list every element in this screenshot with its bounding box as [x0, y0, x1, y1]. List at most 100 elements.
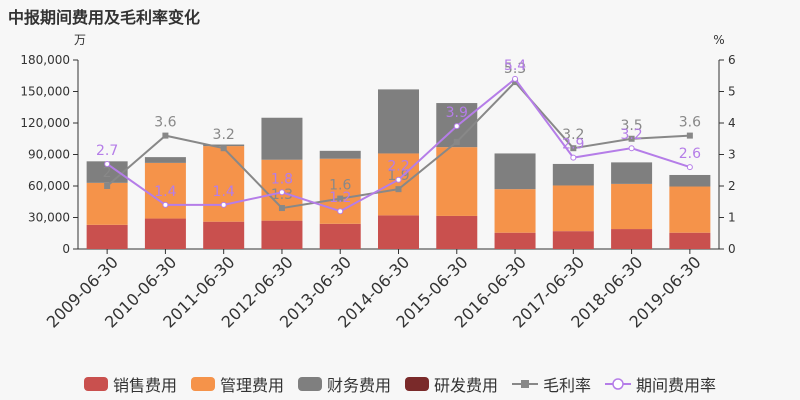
line-point-0-7	[512, 79, 519, 86]
left-tick-label: 120,000	[20, 116, 70, 130]
bar-1-10	[669, 186, 711, 233]
legend-swatch-sales	[83, 377, 108, 391]
bar-2-1	[144, 157, 186, 163]
legend-swatch-rd	[405, 377, 429, 391]
line-label-0-8: 3.2	[562, 127, 584, 143]
legend-label-expense-rate: 期间费用率	[636, 376, 717, 395]
right-tick-label: 4	[728, 116, 736, 130]
bar-0-7	[494, 232, 536, 249]
bar-2-7	[494, 153, 536, 190]
left-axis-unit: 万	[74, 33, 86, 47]
line-point-0-6	[453, 138, 460, 145]
line-point-1-9	[628, 145, 635, 152]
bar-1-8	[552, 185, 594, 232]
bar-1-6	[436, 147, 478, 216]
left-tick-label: 60,000	[28, 179, 70, 193]
line-label-1-9: 3.2	[620, 127, 642, 143]
line-point-0-2	[220, 145, 227, 152]
line-label-1-4: 1.2	[329, 190, 351, 206]
bar-0-4	[319, 223, 361, 249]
line-label-1-6: 3.9	[446, 105, 468, 121]
bar-0-8	[552, 231, 594, 249]
line-point-1-4	[337, 208, 344, 215]
legend-swatch-gross-margin	[512, 380, 539, 388]
left-tick-label: 30,000	[28, 211, 70, 225]
line-point-1-6	[453, 123, 460, 130]
bar-1-2	[203, 146, 245, 222]
combo-chart: 万 % 0 30,000 60,000 90,000 120,000 150,000 180,0…	[20, 33, 736, 332]
left-tick-label: 90,000	[28, 148, 70, 162]
right-tick-label: 6	[728, 53, 736, 67]
bar-0-9	[611, 229, 653, 249]
legend-label-admin: 管理费用	[219, 376, 284, 395]
line-point-1-7	[512, 75, 519, 82]
line-label-1-2: 1.4	[213, 184, 235, 200]
line-label-0-10: 3.6	[679, 115, 701, 131]
right-tick-label: 0	[728, 242, 736, 256]
line-label-0-7: 5.3	[504, 61, 526, 77]
left-tick-label: 180,000	[20, 53, 70, 67]
legend-swatch-admin	[190, 377, 215, 391]
line-label-0-9: 3.5	[620, 118, 642, 134]
bar-0-10	[669, 232, 711, 249]
line-point-0-3	[278, 205, 285, 212]
line-point-0-0	[104, 183, 111, 189]
legend-item-sales[interactable]: 销售费用	[83, 372, 177, 396]
line-label-0-2: 3.2	[213, 127, 235, 143]
legend-swatch-finance	[297, 377, 322, 391]
line-point-0-1	[162, 132, 169, 139]
legend-label-sales: 销售费用	[112, 376, 177, 395]
chart-title: 中报期间费用及毛利率变化	[8, 8, 201, 27]
legend-item-finance[interactable]: 财务费用	[297, 372, 391, 396]
bar-2-5	[378, 89, 419, 154]
bar-1-9	[611, 183, 653, 230]
legend-item-expense-rate[interactable]: 期间费用率	[605, 372, 716, 396]
right-tick-label: 3	[728, 148, 736, 162]
bar-0-5	[378, 215, 419, 249]
legend-item-admin[interactable]: 管理费用	[190, 372, 284, 396]
bar-0-2	[203, 221, 245, 249]
line-label-0-5: 1.9	[387, 168, 409, 184]
line-point-1-2	[220, 201, 227, 208]
line-label-1-10: 2.6	[679, 146, 701, 162]
legend-item-rd[interactable]: 研发费用	[405, 372, 498, 396]
bar-0-6	[436, 215, 478, 249]
line-point-0-9	[628, 135, 635, 142]
line-label-1-8: 2.9	[562, 137, 584, 153]
bar-2-8	[552, 163, 594, 186]
line-label-1-3: 1.8	[271, 171, 293, 187]
line-point-1-5	[395, 176, 402, 183]
bar-0-0	[86, 224, 128, 249]
bar-2-3	[261, 117, 303, 160]
legend-label-rd: 研发费用	[434, 376, 499, 395]
bar-1-1	[144, 162, 186, 219]
left-tick-label: 150,000	[20, 85, 70, 99]
line-point-1-0	[104, 160, 111, 167]
legend-swatch-expense-rate	[605, 378, 632, 390]
line-point-1-10	[686, 164, 693, 171]
bar-0-1	[144, 218, 186, 249]
line-label-1-7: 5.4	[504, 58, 526, 74]
legend-label-finance: 财务费用	[326, 376, 391, 395]
line-point-1-3	[278, 189, 285, 196]
bar-2-9	[611, 162, 653, 184]
bar-2-4	[319, 150, 361, 159]
line-label-0-4: 1.6	[329, 178, 351, 194]
bar-1-0	[86, 182, 128, 225]
bar-1-7	[494, 189, 536, 233]
line-point-0-4	[337, 195, 344, 202]
line-point-0-10	[686, 132, 693, 139]
legend-item-gross-margin[interactable]: 毛利率	[512, 372, 591, 396]
right-axis-unit: %	[713, 33, 724, 47]
chart-legend: 销售费用 管理费用 财务费用 研发费用 毛利率 期间费用率	[0, 372, 800, 396]
line-label-1-1: 1.4	[154, 184, 176, 200]
line-label-1-5: 2.2	[387, 159, 409, 175]
line-point-0-8	[570, 145, 577, 152]
right-tick-label: 5	[728, 85, 736, 99]
bar-1-5	[378, 153, 419, 216]
line-label-0-1: 3.6	[154, 115, 176, 131]
left-tick-label: 0	[62, 242, 70, 256]
line-label-0-0: 2	[103, 165, 112, 181]
right-tick-label: 1	[728, 211, 736, 225]
line-point-0-5	[395, 186, 402, 193]
